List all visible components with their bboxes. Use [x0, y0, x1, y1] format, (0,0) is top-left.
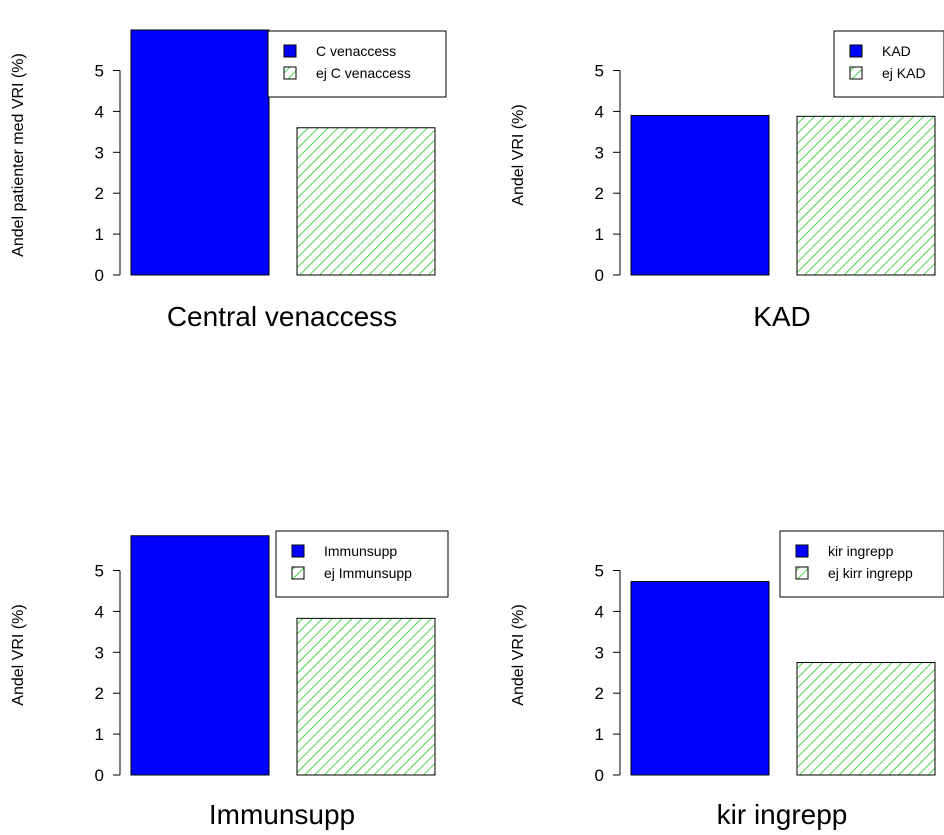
legend: kir ingrepp ej kirr ingrepp: [779, 530, 944, 598]
y-axis-label: Andel VRI (%): [10, 604, 27, 705]
legend-swatch: [849, 66, 863, 80]
y-axis-label: Andel VRI (%): [510, 604, 527, 705]
y-tick-label: 5: [95, 562, 104, 581]
legend-swatch: [795, 566, 809, 580]
legend-label: ej C venaccess: [316, 65, 411, 81]
y-tick-label: 5: [595, 562, 604, 581]
y-tick-label: 1: [95, 725, 104, 744]
bar-comparison: [296, 127, 436, 276]
legend: C venaccess ej C venaccess: [267, 30, 447, 98]
bar-comparison: [296, 617, 436, 776]
legend-box: [267, 30, 447, 98]
y-tick-label: 0: [95, 266, 104, 285]
y-tick-label: 0: [595, 766, 604, 785]
y-tick-label: 2: [95, 184, 104, 203]
y-tick-label: 1: [595, 225, 604, 244]
x-axis-label: Central venaccess: [167, 301, 397, 332]
x-axis-label: kir ingrepp: [717, 799, 848, 830]
y-tick-label: 4: [95, 602, 104, 621]
y-tick-label: 4: [95, 102, 104, 121]
y-tick-label: 3: [95, 143, 104, 162]
y-tick-label: 1: [95, 225, 104, 244]
legend-swatch: [291, 566, 305, 580]
y-tick-label: 2: [95, 684, 104, 703]
y-tick-label: 5: [95, 62, 104, 81]
y-tick-label: 3: [595, 143, 604, 162]
bar-comparison: [796, 115, 936, 276]
legend-label: KAD: [882, 43, 911, 59]
bar-primary: [130, 535, 270, 776]
legend-swatch: [283, 66, 297, 80]
legend-label: ej Immunsupp: [324, 565, 412, 581]
y-tick-label: 0: [95, 766, 104, 785]
legend-box: [833, 30, 944, 98]
legend-box: [779, 530, 944, 598]
chart-panel-1: 0 1 2 3 4 5 Andel patienter med VRI (%) Central…: [10, 29, 447, 332]
y-tick-label: 5: [595, 62, 604, 81]
chart-panel-3: 0 1 2 3 4 5 Andel VRI (%) Immunsupp Immunsupp ej …: [10, 530, 449, 830]
legend-swatch: [283, 44, 297, 58]
x-axis-label: KAD: [753, 301, 811, 332]
legend-swatch: [795, 544, 809, 558]
y-tick-label: 4: [595, 102, 604, 121]
legend-label: ej kirr ingrepp: [828, 565, 913, 581]
y-tick-label: 3: [595, 643, 604, 662]
y-tick-label: 1: [595, 725, 604, 744]
y-tick-label: 4: [595, 602, 604, 621]
legend-swatch: [291, 544, 305, 558]
legend: Immunsupp ej Immunsupp: [275, 530, 449, 598]
legend-label: ej KAD: [882, 65, 926, 81]
bar-primary: [630, 581, 770, 776]
legend-label: kir ingrepp: [828, 543, 894, 559]
y-axis-label: Andel patienter med VRI (%): [10, 53, 27, 257]
legend-label: C venaccess: [316, 43, 396, 59]
chart-panel-2: 0 1 2 3 4 5 Andel VRI (%) KAD KAD ej KAD: [510, 30, 944, 332]
bar-primary: [130, 29, 270, 276]
bar-primary: [630, 114, 770, 276]
bar-comparison: [796, 662, 936, 776]
y-tick-label: 0: [595, 266, 604, 285]
y-axis-label: Andel VRI (%): [510, 104, 527, 205]
legend-swatch: [849, 44, 863, 58]
legend-label: Immunsupp: [324, 543, 397, 559]
legend-box: [275, 530, 449, 598]
y-tick-label: 2: [595, 684, 604, 703]
legend: KAD ej KAD: [833, 30, 944, 98]
x-axis-label: Immunsupp: [209, 799, 355, 830]
y-tick-label: 2: [595, 184, 604, 203]
y-tick-label: 3: [95, 643, 104, 662]
